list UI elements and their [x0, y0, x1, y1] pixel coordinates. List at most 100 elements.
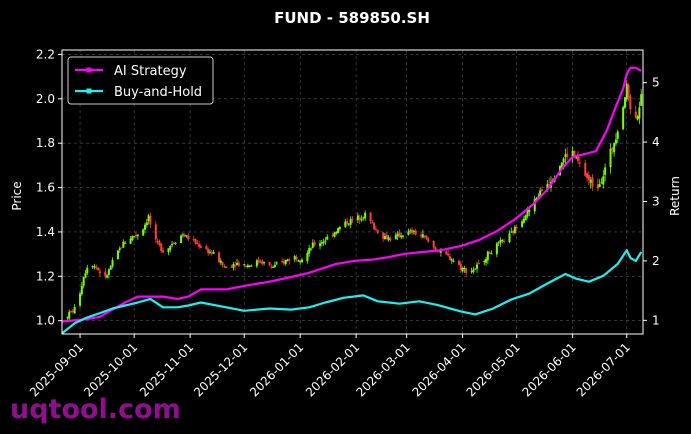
candle-body — [571, 150, 574, 158]
candle-body — [122, 241, 125, 248]
candle-body — [490, 253, 493, 255]
candle-body — [537, 196, 540, 198]
candle-body — [421, 234, 424, 238]
candle-body — [488, 252, 491, 254]
grid — [62, 50, 643, 334]
candle-body — [300, 259, 303, 263]
candle-body — [225, 266, 228, 268]
candle-body — [483, 261, 486, 263]
candle-body — [205, 246, 208, 250]
candle-body — [319, 243, 322, 247]
candle-body — [129, 238, 132, 244]
candle-body — [376, 230, 379, 233]
candle-body — [423, 235, 426, 237]
candle-body — [288, 259, 291, 261]
candle-body — [526, 210, 529, 217]
candle-body — [362, 217, 365, 219]
y-tick-label: 1.2 — [36, 269, 55, 283]
candle-body — [387, 237, 390, 241]
candle-body — [261, 260, 264, 264]
candle-body — [591, 177, 594, 187]
candle-body — [629, 96, 632, 110]
candle-body — [485, 259, 488, 263]
candle-body — [625, 83, 628, 100]
candle-body — [297, 260, 300, 262]
candle-body — [356, 215, 359, 221]
candle-body — [98, 271, 101, 274]
candle-body — [142, 229, 145, 236]
candle-body — [528, 209, 531, 212]
candle-body — [124, 242, 127, 244]
candle-body — [533, 199, 536, 212]
candle-body — [180, 235, 183, 243]
series-line-buy-and-hold — [61, 249, 643, 335]
candle-body — [409, 230, 412, 232]
candle-body — [373, 223, 376, 230]
candle-body — [564, 154, 567, 157]
y-tick-label: 1.0 — [36, 314, 55, 328]
candle-body — [463, 267, 466, 270]
candle-body — [383, 236, 386, 240]
candle-body — [194, 238, 197, 244]
candle-body — [445, 251, 448, 255]
y2-tick-label: 2 — [652, 254, 660, 268]
candle-body — [389, 238, 392, 241]
candle-body — [351, 218, 354, 220]
series-line-ai-strategy — [61, 66, 642, 323]
candle-body — [281, 261, 284, 263]
candle-body — [486, 251, 489, 261]
candle-body — [623, 97, 626, 108]
candle-body — [111, 260, 114, 267]
y2-tick-label: 4 — [652, 135, 660, 149]
candle-body — [535, 197, 538, 200]
candle-body — [524, 215, 527, 221]
candle-body — [589, 179, 592, 183]
candle-body — [66, 317, 69, 319]
candle-body — [324, 240, 327, 242]
candle-body — [91, 266, 94, 268]
candle-body — [313, 242, 316, 246]
y2-axis-label: Return — [668, 176, 682, 216]
candle-body — [452, 260, 455, 262]
candle-body — [627, 84, 630, 98]
candle-body — [326, 236, 329, 240]
candle-body — [546, 184, 549, 190]
candle-body — [134, 235, 137, 237]
y2-tick-label: 1 — [652, 313, 660, 327]
candle-body — [145, 222, 148, 226]
legend-buy-and-hold-marker — [86, 88, 92, 94]
candle-body — [596, 184, 599, 189]
candle-body — [613, 143, 616, 153]
watermark: uqtool.com — [10, 394, 181, 425]
candle-body — [311, 242, 314, 248]
candle-body — [573, 150, 576, 156]
candle-body — [196, 243, 199, 245]
candle-body — [598, 184, 601, 188]
candle-body — [513, 226, 516, 234]
candle-body — [414, 230, 417, 235]
candle-body — [371, 222, 374, 224]
candle-body — [374, 229, 377, 231]
candle-body — [282, 261, 285, 264]
candle-body — [503, 241, 506, 243]
candle-body — [434, 247, 437, 251]
candle-body — [308, 248, 311, 254]
candle-body — [622, 107, 625, 130]
candle-body — [118, 248, 121, 251]
candle-body — [257, 259, 260, 263]
series-lines — [61, 66, 643, 335]
candle-body — [84, 273, 87, 278]
candle-body — [116, 250, 119, 260]
candle-body — [450, 259, 453, 261]
candle-body — [584, 162, 587, 176]
candle-body — [237, 262, 240, 266]
y-tick-label: 2.2 — [36, 47, 55, 61]
candle-body — [286, 259, 289, 262]
candle-body — [71, 310, 74, 313]
y-tick-label: 1.6 — [36, 181, 55, 195]
candle-body — [245, 265, 248, 267]
candle-body — [199, 246, 202, 248]
candle-body — [396, 233, 399, 237]
candle-body — [602, 176, 605, 185]
candle-body — [609, 148, 612, 168]
